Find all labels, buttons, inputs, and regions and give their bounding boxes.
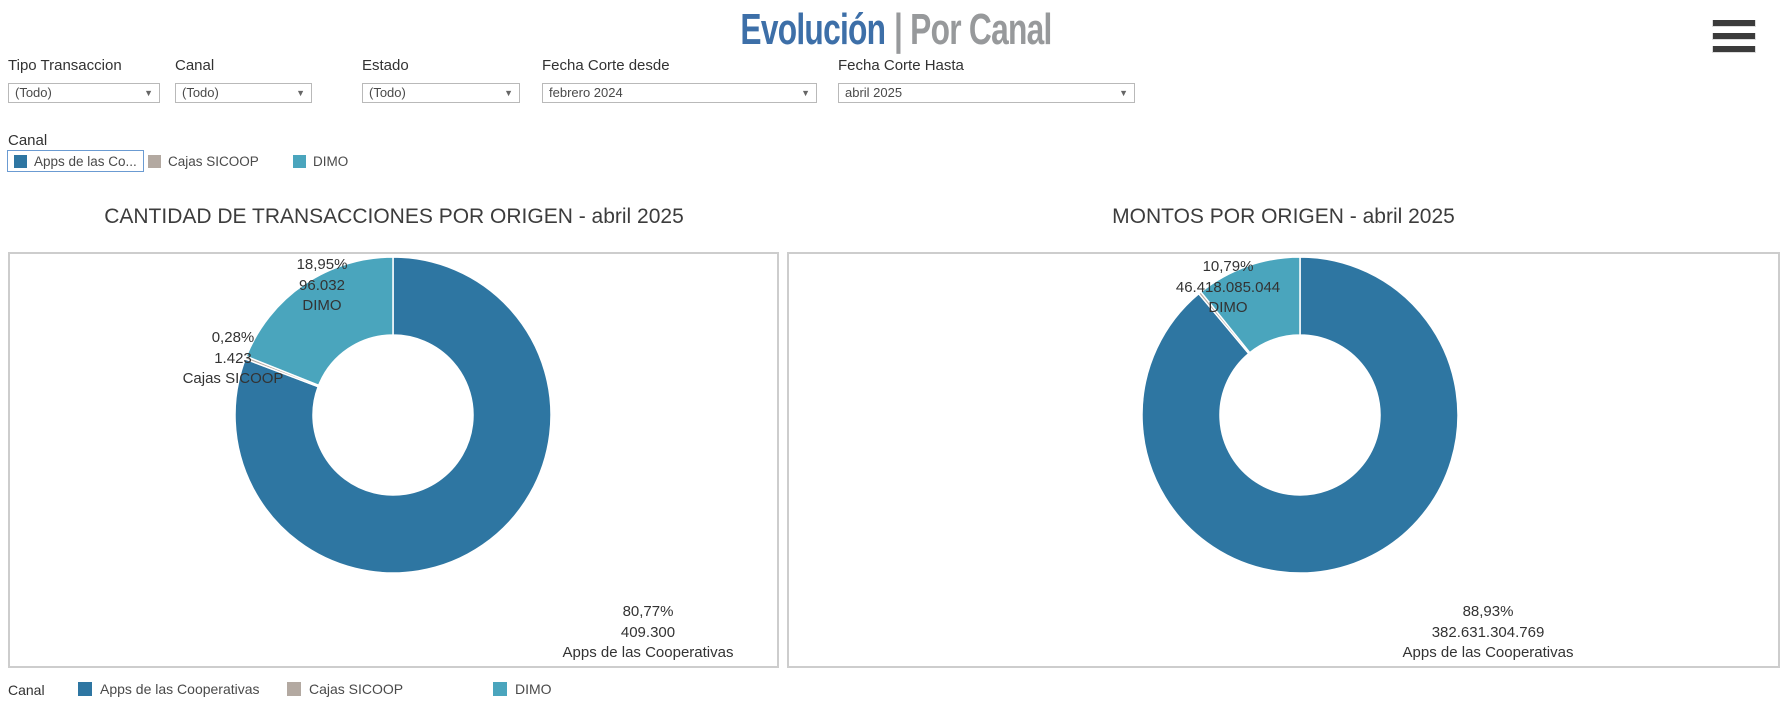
dropdown-value: (Todo) — [182, 85, 219, 100]
legend-item-label: Cajas SICOOP — [309, 681, 404, 697]
chart2-dimo-label: 10,79% 46.418.085.044 DIMO — [1175, 258, 1281, 316]
estado-dropdown[interactable]: (Todo) ▼ — [362, 83, 520, 103]
filter-tipo-transaccion: Tipo Transaccion (Todo) ▼ — [8, 57, 160, 103]
filter-estado: Estado (Todo) ▼ — [362, 57, 520, 103]
filter-label: Fecha Corte Hasta — [838, 57, 964, 74]
legend-item-cajas-sicoop[interactable]: Cajas SICOOP — [148, 150, 259, 172]
filter-fecha-corte-desde: Fecha Corte desde febrero 2024 ▼ — [542, 57, 817, 103]
donut-chart-montos[interactable] — [1130, 245, 1470, 585]
fecha-corte-desde-dropdown[interactable]: febrero 2024 ▼ — [542, 83, 817, 103]
filter-label: Estado — [362, 57, 409, 74]
donut-slice-dimo[interactable] — [1199, 256, 1301, 354]
cajas-color-swatch — [148, 154, 161, 168]
legend-item-apps[interactable]: Apps de las Co... — [7, 150, 144, 172]
canal-dropdown[interactable]: (Todo) ▼ — [175, 83, 312, 103]
filter-label: Fecha Corte desde — [542, 57, 670, 74]
chevron-down-icon: ▼ — [296, 88, 305, 98]
dropdown-value: abril 2025 — [845, 85, 903, 100]
hamburger-bar — [1712, 20, 1756, 27]
legend-item-apps[interactable]: Apps de las Cooperativas — [78, 678, 260, 700]
filter-fecha-corte-hasta: Fecha Corte Hasta abril 2025 ▼ — [838, 57, 1135, 103]
hamburger-menu-icon[interactable] — [1710, 16, 1758, 58]
page-title-primary: Evolución — [740, 5, 886, 54]
legend-item-label: DIMO — [313, 153, 349, 169]
donut-slice-apps-de-las-cooperativas[interactable] — [1141, 256, 1459, 574]
filter-label: Canal — [175, 57, 215, 74]
page-title-secondary: | Por Canal — [893, 5, 1052, 54]
chart2-apps-label: 88,93% 382.631.304.769 Apps de las Coope… — [1402, 603, 1574, 661]
legend-item-label: DIMO — [515, 681, 552, 697]
chevron-down-icon: ▼ — [144, 88, 153, 98]
chevron-down-icon: ▼ — [504, 88, 513, 98]
chart1-cajas-label: 0,28% 1.423 Cajas SICOOP — [182, 329, 284, 387]
legend-item-label: Apps de las Co... — [34, 153, 137, 169]
chevron-down-icon: ▼ — [1119, 88, 1128, 98]
donut-slice-apps-de-las-cooperativas[interactable] — [234, 256, 552, 574]
apps-color-swatch — [78, 682, 92, 696]
top-legend-title: Canal — [8, 132, 48, 149]
cajas-color-swatch — [287, 682, 301, 696]
chart1-apps-label: 80,77% 409.300 Apps de las Cooperativas — [562, 603, 734, 661]
dimo-color-swatch — [293, 154, 306, 168]
filter-canal: Canal (Todo) ▼ — [175, 57, 312, 103]
legend-item-dimo[interactable]: DIMO — [293, 150, 348, 172]
legend-item-dimo[interactable]: DIMO — [493, 678, 552, 700]
chart1-dimo-label: 18,95% 96.032 DIMO — [296, 256, 348, 314]
chart2-title: MONTOS POR ORIGEN - abril 2025 — [1112, 205, 1455, 228]
dropdown-value: febrero 2024 — [549, 85, 623, 100]
hamburger-bar — [1712, 33, 1756, 40]
chart1-title: CANTIDAD DE TRANSACCIONES POR ORIGEN - a… — [104, 205, 684, 228]
fecha-corte-hasta-dropdown[interactable]: abril 2025 ▼ — [838, 83, 1135, 103]
tipo-transaccion-dropdown[interactable]: (Todo) ▼ — [8, 83, 160, 103]
legend-item-label: Apps de las Cooperativas — [100, 681, 260, 697]
chevron-down-icon: ▼ — [801, 88, 810, 98]
apps-color-swatch — [14, 154, 27, 168]
legend-item-label: Cajas SICOOP — [168, 153, 259, 169]
dropdown-value: (Todo) — [369, 85, 406, 100]
bottom-legend-title: Canal — [8, 682, 45, 698]
donut-chart-transacciones[interactable] — [223, 245, 563, 585]
hamburger-bar — [1712, 46, 1756, 53]
page-title: Evolución | Por Canal — [251, 5, 1541, 54]
filter-label: Tipo Transaccion — [8, 57, 122, 74]
legend-item-cajas-sicoop[interactable]: Cajas SICOOP — [287, 678, 403, 700]
dropdown-value: (Todo) — [15, 85, 52, 100]
dimo-color-swatch — [493, 682, 507, 696]
donut-slice-dimo[interactable] — [245, 256, 394, 387]
